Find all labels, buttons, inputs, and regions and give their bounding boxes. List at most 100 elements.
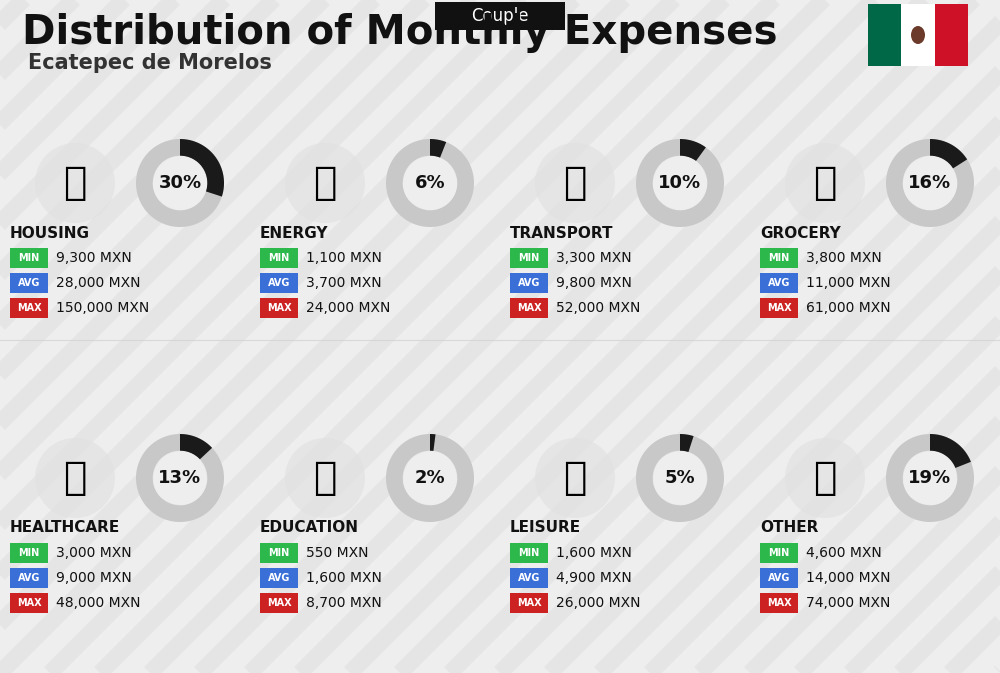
- Circle shape: [653, 156, 707, 210]
- FancyBboxPatch shape: [435, 2, 565, 30]
- Text: 52,000 MXN: 52,000 MXN: [556, 301, 640, 315]
- FancyBboxPatch shape: [10, 593, 48, 613]
- Text: 🚌: 🚌: [563, 164, 587, 202]
- Polygon shape: [930, 434, 971, 468]
- Text: 3,800 MXN: 3,800 MXN: [806, 251, 882, 265]
- Text: MAX: MAX: [767, 598, 791, 608]
- FancyBboxPatch shape: [510, 568, 548, 588]
- Polygon shape: [680, 139, 706, 161]
- FancyBboxPatch shape: [10, 273, 48, 293]
- Text: MIN: MIN: [518, 253, 540, 263]
- FancyBboxPatch shape: [935, 4, 968, 66]
- Text: 10%: 10%: [658, 174, 702, 192]
- Text: 🏥: 🏥: [63, 459, 87, 497]
- Circle shape: [285, 143, 365, 223]
- Text: 9,300 MXN: 9,300 MXN: [56, 251, 132, 265]
- Text: 150,000 MXN: 150,000 MXN: [56, 301, 149, 315]
- FancyBboxPatch shape: [760, 593, 798, 613]
- Text: 74,000 MXN: 74,000 MXN: [806, 596, 890, 610]
- FancyBboxPatch shape: [260, 273, 298, 293]
- Text: EDUCATION: EDUCATION: [260, 520, 359, 536]
- FancyBboxPatch shape: [10, 248, 48, 268]
- Text: AVG: AVG: [768, 573, 790, 583]
- Text: 48,000 MXN: 48,000 MXN: [56, 596, 140, 610]
- Text: MIN: MIN: [518, 548, 540, 558]
- Circle shape: [153, 451, 207, 505]
- Text: MIN: MIN: [768, 548, 790, 558]
- Text: HOUSING: HOUSING: [10, 225, 90, 240]
- FancyBboxPatch shape: [260, 298, 298, 318]
- Text: 11,000 MXN: 11,000 MXN: [806, 276, 891, 290]
- Text: 🏢: 🏢: [63, 164, 87, 202]
- Circle shape: [903, 451, 957, 505]
- FancyBboxPatch shape: [901, 4, 935, 66]
- Circle shape: [535, 438, 615, 518]
- Text: 1,100 MXN: 1,100 MXN: [306, 251, 382, 265]
- Text: Distribution of Monthly Expenses: Distribution of Monthly Expenses: [22, 13, 778, 53]
- Text: MAX: MAX: [517, 598, 541, 608]
- Text: AVG: AVG: [268, 573, 290, 583]
- Text: 2%: 2%: [415, 469, 445, 487]
- Polygon shape: [386, 434, 474, 522]
- Text: MAX: MAX: [767, 303, 791, 313]
- Text: 19%: 19%: [908, 469, 952, 487]
- Text: MAX: MAX: [517, 303, 541, 313]
- FancyBboxPatch shape: [760, 568, 798, 588]
- FancyBboxPatch shape: [760, 543, 798, 563]
- Circle shape: [785, 438, 865, 518]
- Polygon shape: [430, 139, 446, 157]
- Text: 30%: 30%: [158, 174, 202, 192]
- Text: 8,700 MXN: 8,700 MXN: [306, 596, 382, 610]
- Text: MIN: MIN: [268, 548, 290, 558]
- Text: HEALTHCARE: HEALTHCARE: [10, 520, 120, 536]
- Text: 16%: 16%: [908, 174, 952, 192]
- FancyBboxPatch shape: [260, 248, 298, 268]
- Circle shape: [535, 143, 615, 223]
- Circle shape: [403, 451, 457, 505]
- Polygon shape: [136, 139, 224, 227]
- Text: MAX: MAX: [267, 598, 291, 608]
- Text: MIN: MIN: [18, 548, 40, 558]
- Polygon shape: [180, 434, 212, 460]
- Text: 4,600 MXN: 4,600 MXN: [806, 546, 882, 560]
- FancyBboxPatch shape: [868, 4, 901, 66]
- Text: 24,000 MXN: 24,000 MXN: [306, 301, 390, 315]
- FancyBboxPatch shape: [510, 248, 548, 268]
- Circle shape: [403, 156, 457, 210]
- FancyBboxPatch shape: [510, 543, 548, 563]
- Circle shape: [285, 438, 365, 518]
- Polygon shape: [680, 434, 694, 452]
- Text: 6%: 6%: [415, 174, 445, 192]
- Text: 28,000 MXN: 28,000 MXN: [56, 276, 140, 290]
- Polygon shape: [430, 434, 436, 451]
- Text: AVG: AVG: [518, 278, 540, 288]
- Text: 1,600 MXN: 1,600 MXN: [306, 571, 382, 585]
- Circle shape: [785, 143, 865, 223]
- FancyBboxPatch shape: [760, 298, 798, 318]
- Ellipse shape: [911, 26, 925, 44]
- Text: ENERGY: ENERGY: [260, 225, 328, 240]
- FancyBboxPatch shape: [10, 543, 48, 563]
- Polygon shape: [636, 139, 724, 227]
- Text: MAX: MAX: [267, 303, 291, 313]
- Text: 13%: 13%: [158, 469, 202, 487]
- Text: MIN: MIN: [268, 253, 290, 263]
- Text: MIN: MIN: [768, 253, 790, 263]
- FancyBboxPatch shape: [10, 298, 48, 318]
- FancyBboxPatch shape: [510, 298, 548, 318]
- Text: 3,700 MXN: 3,700 MXN: [306, 276, 382, 290]
- Text: 14,000 MXN: 14,000 MXN: [806, 571, 891, 585]
- FancyBboxPatch shape: [260, 593, 298, 613]
- Text: 🎓: 🎓: [313, 459, 337, 497]
- FancyBboxPatch shape: [260, 543, 298, 563]
- FancyBboxPatch shape: [10, 568, 48, 588]
- Text: GROCERY: GROCERY: [760, 225, 841, 240]
- Text: Couple: Couple: [471, 7, 529, 25]
- Text: 💰: 💰: [813, 459, 837, 497]
- Text: Ecatepec de Morelos: Ecatepec de Morelos: [28, 53, 272, 73]
- Polygon shape: [386, 139, 474, 227]
- Circle shape: [35, 438, 115, 518]
- Text: OTHER: OTHER: [760, 520, 818, 536]
- Text: MAX: MAX: [17, 303, 41, 313]
- Text: MIN: MIN: [18, 253, 40, 263]
